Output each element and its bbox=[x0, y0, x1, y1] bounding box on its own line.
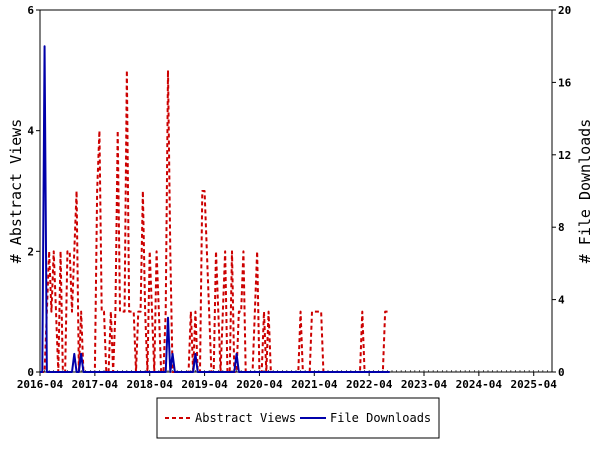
legend: Abstract Views File Downloads bbox=[156, 397, 440, 439]
x-tick-label: 2018-04 bbox=[127, 378, 174, 391]
right-y-tick-label: 20 bbox=[558, 4, 571, 17]
legend-label-abstract-views: Abstract Views bbox=[195, 411, 296, 425]
right-axis-title: # File Downloads bbox=[576, 119, 594, 264]
x-tick-label: 2016-04 bbox=[17, 378, 64, 391]
legend-label-file-downloads: File Downloads bbox=[330, 411, 431, 425]
x-tick-label: 2025-04 bbox=[511, 378, 558, 391]
right-y-tick-label: 16 bbox=[558, 76, 572, 89]
right-y-axis: 0 4 8 12 16 20 bbox=[552, 4, 572, 379]
right-y-tick-label: 0 bbox=[558, 366, 565, 379]
x-axis: 2016-04 2017-04 2018-04 2019-04 2020-04 2021-… bbox=[17, 370, 557, 391]
x-tick-label: 2019-04 bbox=[181, 378, 228, 391]
series-line-file-downloads bbox=[40, 45, 390, 373]
x-tick-label: 2017-04 bbox=[72, 378, 119, 391]
right-y-tick-label: 4 bbox=[558, 294, 565, 307]
legend-box bbox=[156, 397, 440, 439]
right-y-tick-label: 8 bbox=[558, 221, 565, 234]
x-tick-label: 2020-04 bbox=[236, 378, 283, 391]
x-tick-label: 2022-04 bbox=[346, 378, 393, 391]
series-line-abstract-views bbox=[40, 69, 390, 373]
left-y-tick-label: 4 bbox=[27, 125, 34, 138]
series-layer bbox=[40, 45, 390, 373]
x-tick-label: 2023-04 bbox=[401, 378, 448, 391]
x-tick-label: 2021-04 bbox=[291, 378, 338, 391]
left-y-tick-label: 2 bbox=[27, 245, 34, 258]
left-y-tick-label: 6 bbox=[27, 4, 34, 17]
right-y-tick-label: 12 bbox=[558, 149, 571, 162]
x-tick-label: 2024-04 bbox=[456, 378, 503, 391]
left-y-tick-label: 0 bbox=[27, 366, 34, 379]
left-y-axis: 0 2 4 6 bbox=[27, 4, 40, 379]
left-axis-title: # Abstract Views bbox=[7, 119, 25, 264]
